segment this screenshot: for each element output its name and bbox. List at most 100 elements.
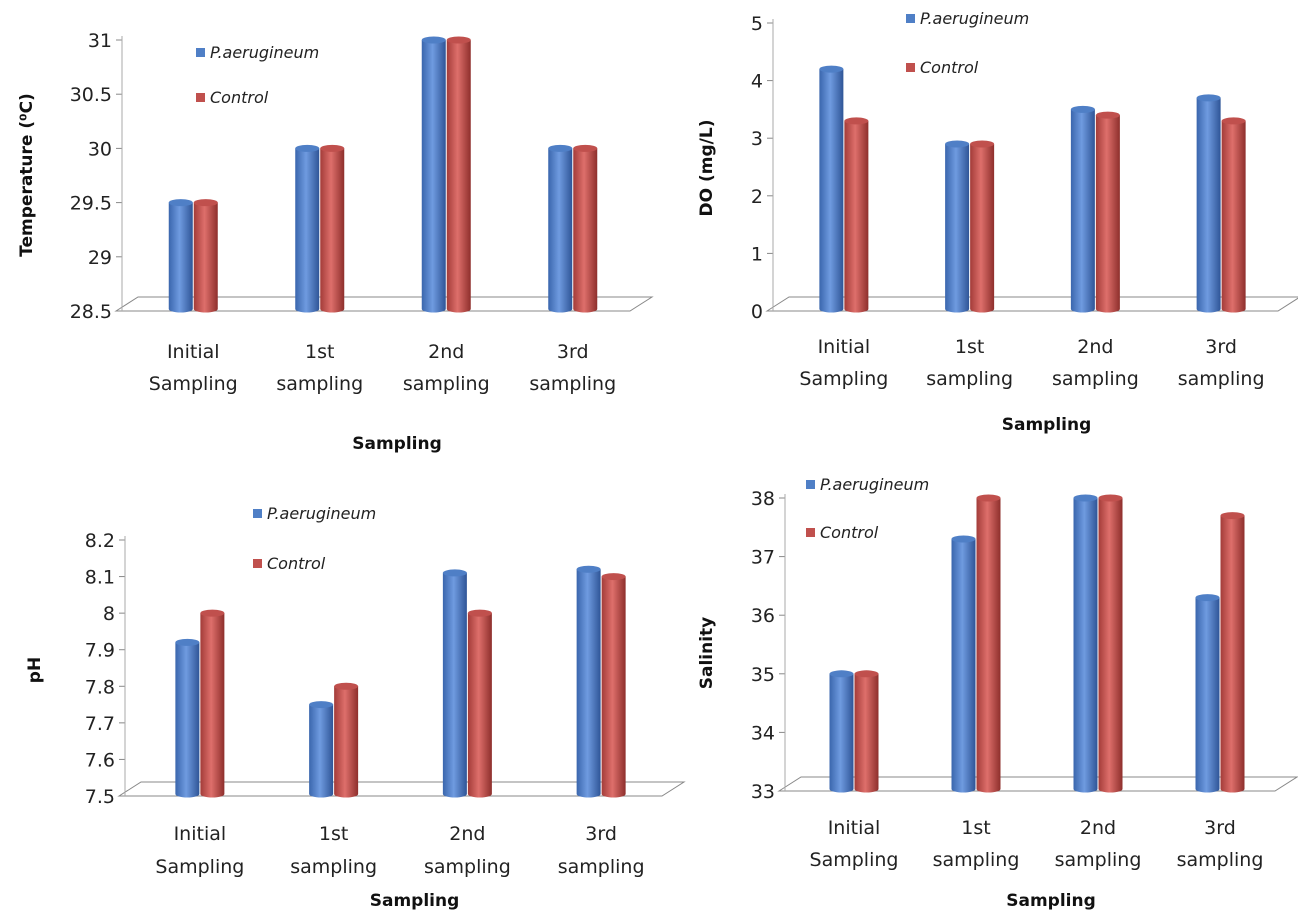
bar-control-4 [601,576,626,798]
y-tick-label: 8 [103,603,115,625]
bar-top-control-3 [446,36,471,44]
x-category-label: Sampling [149,373,238,395]
y-tick-label: 29.5 [70,193,112,215]
x-category-label: sampling [290,856,377,878]
y-tick-label: 2 [751,186,763,208]
x-category-label: 1st [955,336,984,358]
chart-panel-1: 28.5 29 29.5 30 30.5 31 Initial Sampling 1st samp… [17,30,654,454]
y-tick-label: 34 [751,722,775,744]
x-category-label: 2nd [449,823,485,845]
x-category-label: Initial [828,817,881,839]
bar-p-aerugineum-2 [309,704,334,798]
y-tick-label: 38 [751,488,775,510]
bar-control-3 [1095,115,1120,313]
y-tick-label: 30.5 [70,84,112,106]
bar-top-control-2 [976,494,1001,502]
legend-label-p-aerugineum: P.aerugineum [267,504,376,523]
y-tick-label: 7.5 [85,786,115,808]
x-category-label: sampling [1055,849,1142,871]
x-axis-label: Sampling [352,434,442,454]
legend-swatch-p-aerugineum [196,48,205,57]
bar-control-2 [320,148,345,313]
bar-top-control-3 [1095,111,1120,119]
y-axis-label: Salinity [697,617,717,690]
x-axis-label: Sampling [1002,415,1092,435]
x-category-label: sampling [276,373,363,395]
bar-top-p-aerugineum-2 [309,701,334,709]
legend-swatch-p-aerugineum [806,480,815,489]
legend-swatch-p-aerugineum [906,14,915,23]
legend-label-p-aerugineum: P.aerugineum [820,475,929,494]
bar-top-p-aerugineum-2 [295,144,320,152]
x-category-label: 1st [305,341,334,363]
bar-p-aerugineum-4 [1196,97,1221,313]
bar-top-control-1 [844,117,869,125]
legend-label-p-aerugineum: P.aerugineum [920,9,1029,28]
bar-p-aerugineum-3 [442,572,467,798]
bar-control-3 [446,40,471,313]
bar-top-control-1 [854,670,879,678]
legend-swatch-p-aerugineum [253,509,262,518]
bar-top-control-4 [573,144,598,152]
x-category-label: sampling [1177,849,1264,871]
bar-p-aerugineum-2 [945,143,970,313]
legend-label-control: Control [920,58,979,77]
x-category-label: 3rd [1204,817,1236,839]
x-category-label: sampling [558,856,645,878]
bar-control-1 [200,613,225,798]
legend: P.aerugineum Control [906,9,1029,77]
bar-control-3 [467,613,492,798]
bar-top-p-aerugineum-3 [421,36,446,44]
x-category-label: 2nd [1077,336,1113,358]
x-category-label: sampling [1052,368,1139,390]
bar-control-4 [1221,120,1246,313]
bar-top-p-aerugineum-2 [945,140,970,148]
bar-top-control-3 [1098,494,1123,502]
bar-control-1 [844,120,869,313]
bar-top-p-aerugineum-1 [819,65,844,73]
bar-p-aerugineum-4 [576,569,601,798]
x-category-label: sampling [529,373,616,395]
y-tick-label: 29 [88,247,112,269]
x-category-label: sampling [424,856,511,878]
legend: P.aerugineum Control [806,475,929,542]
bar-top-p-aerugineum-1 [829,670,854,678]
x-category-label: sampling [926,368,1013,390]
x-axis-label: Sampling [1006,891,1096,911]
bar-top-p-aerugineum-3 [442,569,467,577]
y-tick-label: 7.6 [85,749,115,771]
legend-swatch-control [196,93,205,102]
x-category-label: sampling [933,849,1020,871]
bar-top-p-aerugineum-4 [1195,594,1220,602]
x-category-label: 3rd [585,823,617,845]
y-tick-label: 7.9 [85,640,115,662]
x-category-label: Initial [818,336,871,358]
x-category-label: sampling [1178,368,1265,390]
y-axis-label: Temperature (⁰C) [17,93,37,257]
bar-top-p-aerugineum-2 [951,535,976,543]
bar-control-1 [854,673,879,793]
bar-top-p-aerugineum-4 [1196,94,1221,102]
legend: P.aerugineum Control [253,504,376,573]
x-category-label: Sampling [799,368,888,390]
bar-p-aerugineum-2 [295,148,320,313]
x-category-label: Initial [174,823,227,845]
x-axis-label: Sampling [370,891,460,911]
legend-label-control: Control [820,523,879,542]
y-tick-label: 8.1 [85,567,115,589]
bar-top-control-4 [1220,512,1245,520]
bar-top-p-aerugineum-3 [1073,494,1098,502]
bar-top-p-aerugineum-4 [548,144,573,152]
bar-top-control-3 [467,609,492,617]
y-axis-label: pH [25,657,45,683]
chart-panel-4: 33 34 35 36 37 38 Initial Sampling 1st sampling 2n… [697,475,1298,911]
x-category-label: Sampling [155,856,244,878]
bar-p-aerugineum-2 [951,539,976,793]
y-tick-label: 7.8 [85,676,115,698]
y-tick-label: 3 [751,128,763,150]
legend-swatch-control [253,559,262,568]
y-tick-label: 0 [751,301,763,323]
bar-control-2 [970,143,995,313]
legend-swatch-control [806,528,815,537]
